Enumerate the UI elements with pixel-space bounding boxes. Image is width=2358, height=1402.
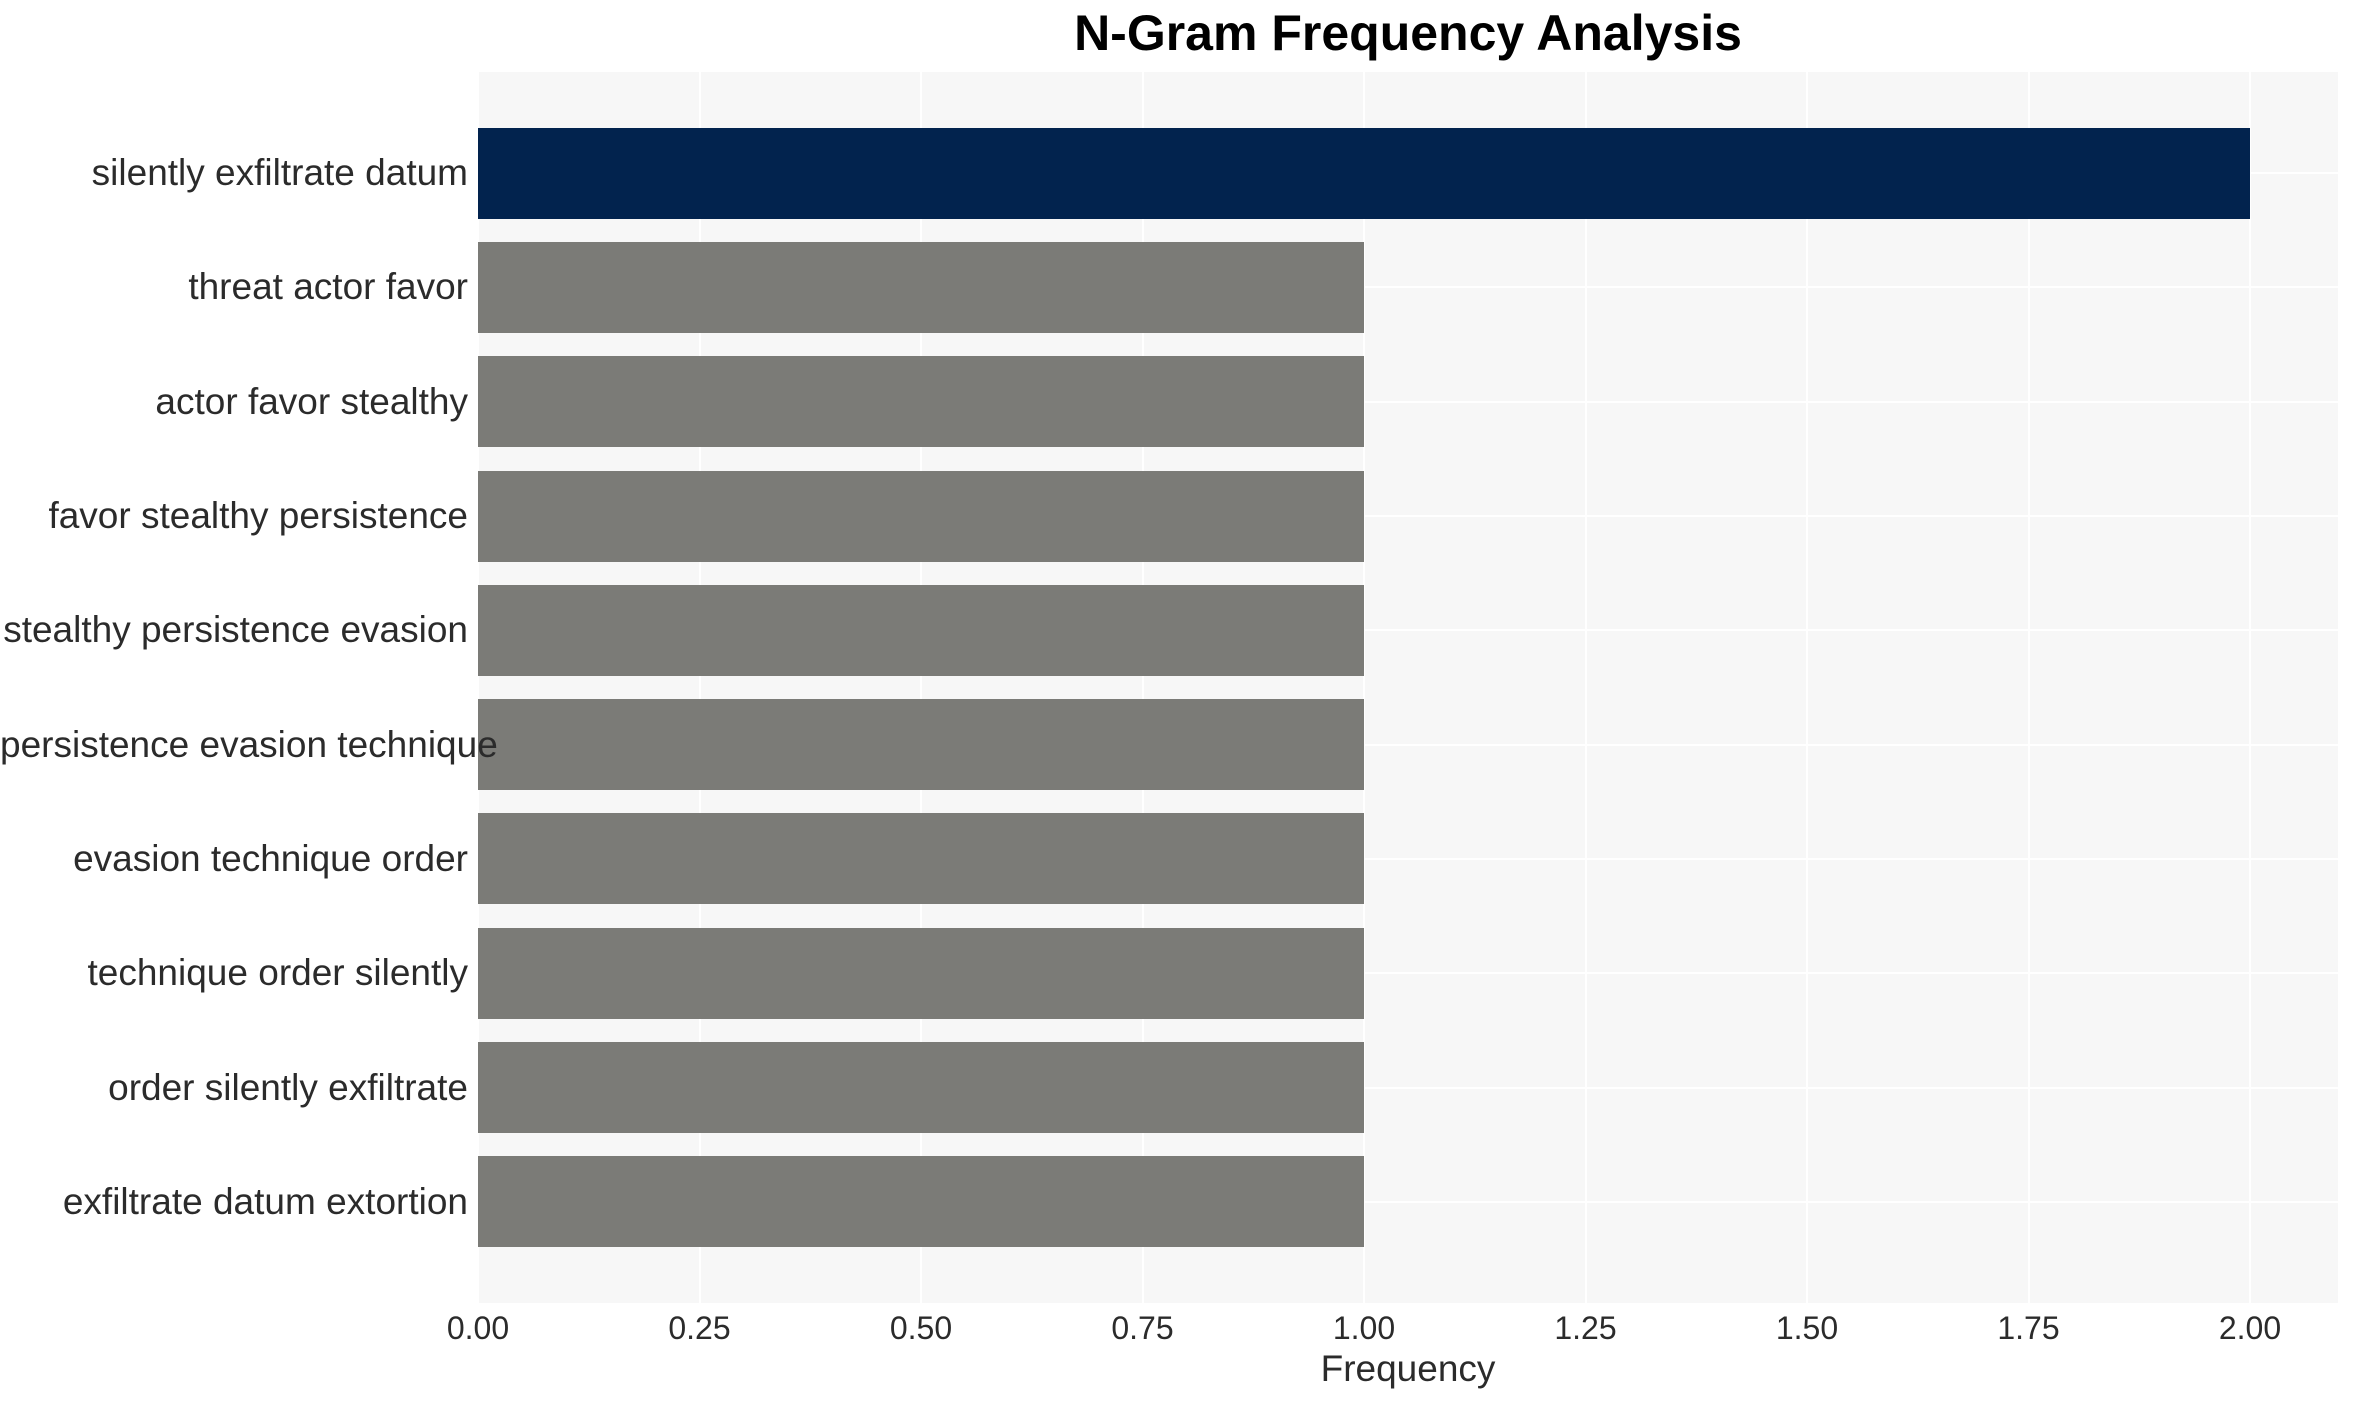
gridline	[2027, 72, 2030, 1303]
gridline	[478, 972, 2338, 975]
gridline	[478, 286, 2338, 289]
gridline	[1584, 72, 1587, 1303]
y-tick-label: technique order silently	[87, 952, 469, 994]
gridline	[477, 72, 479, 1303]
gridline	[2249, 72, 2251, 1303]
bar	[478, 470, 1364, 562]
bar	[478, 1042, 1364, 1134]
y-tick-label: order silently exfiltrate	[108, 1066, 468, 1108]
gridline	[920, 72, 922, 1303]
gridline	[478, 629, 2338, 632]
bar	[478, 356, 1364, 448]
bar	[478, 1156, 1364, 1248]
x-tick-label: 0.50	[889, 1310, 953, 1346]
plot-area	[477, 72, 2338, 1303]
y-tick-label: threat actor favor	[188, 266, 468, 308]
gridline	[478, 400, 2338, 403]
bar	[478, 813, 1364, 905]
x-tick-label: 1.75	[1997, 1310, 2060, 1346]
x-tick-label: 1.25	[1554, 1310, 1617, 1346]
y-tick-label: actor favor stealthy	[155, 380, 468, 422]
bar	[478, 241, 1364, 333]
y-tick-label: stealthy persistence evasion	[3, 609, 468, 651]
y-tick-label: exfiltrate datum extortion	[62, 1180, 468, 1222]
gridline	[698, 72, 701, 1303]
y-tick-label: favor stealthy persistence	[48, 495, 468, 537]
x-tick-label: 0.00	[446, 1310, 510, 1346]
gridline	[478, 743, 2338, 746]
x-tick-label: 2.00	[2218, 1310, 2282, 1346]
gridline	[478, 515, 2338, 518]
y-tick-label: silently exfiltrate datum	[91, 152, 468, 194]
bar	[478, 927, 1364, 1019]
x-tick-label: 0.75	[1111, 1310, 1174, 1346]
chart-title: N-Gram Frequency Analysis	[1074, 5, 1742, 61]
gridline	[1141, 72, 1144, 1303]
x-tick-label: 1.00	[1332, 1310, 1396, 1346]
bar	[478, 584, 1364, 676]
x-tick-label: 1.50	[1775, 1310, 1839, 1346]
x-axis-title: Frequency	[1320, 1348, 1496, 1389]
x-tick-label: 0.25	[668, 1310, 731, 1346]
bar	[478, 699, 1364, 791]
gridline	[478, 1086, 2338, 1089]
y-tick-label: evasion technique order	[73, 837, 468, 879]
gridline	[1806, 72, 1808, 1303]
bar	[478, 127, 2250, 219]
y-tick-label: persistence evasion technique	[0, 723, 498, 765]
gridline	[478, 857, 2338, 860]
gridline	[478, 1200, 2338, 1203]
gridline	[1363, 72, 1365, 1303]
